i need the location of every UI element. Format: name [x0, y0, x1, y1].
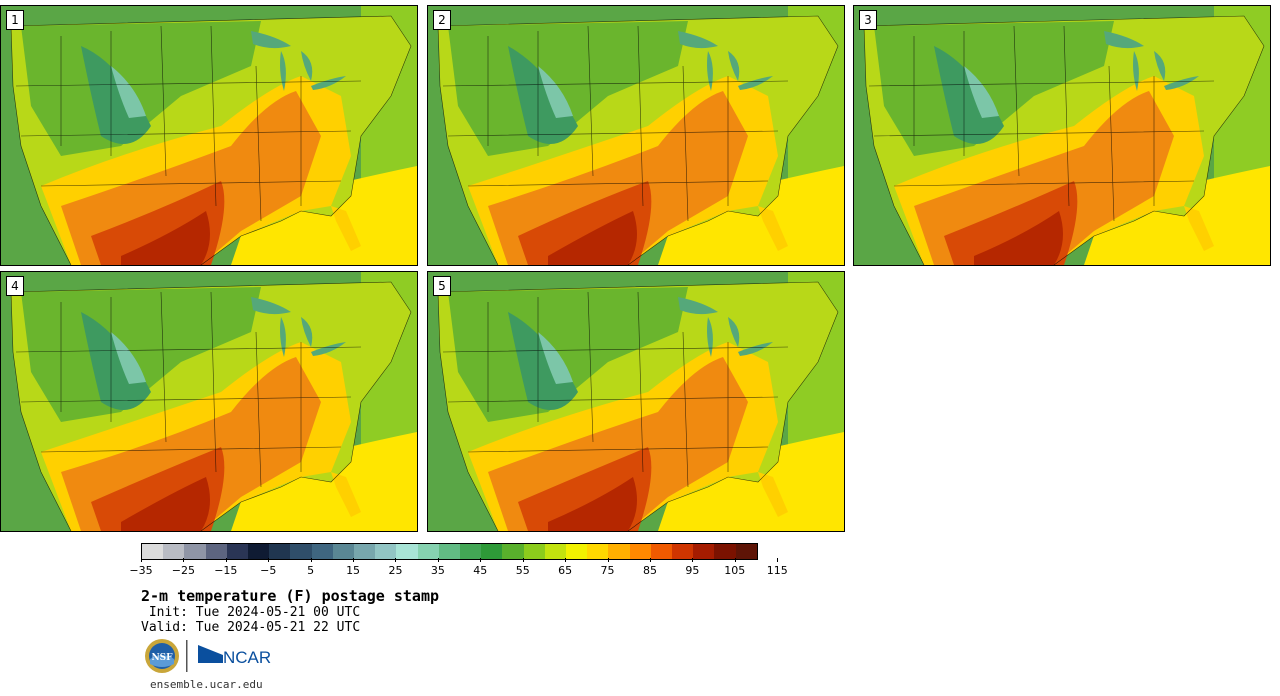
footer-url: ensemble.ucar.edu	[150, 678, 263, 691]
temperature-map	[428, 6, 844, 265]
colorbar-tick-label: 115	[757, 558, 797, 577]
colorbar-segment	[269, 544, 291, 559]
colorbar-tick-label: 25	[375, 558, 415, 577]
colorbar-ticks: −35 −25 −15 −5 5 15 25 35 45 55 65 75 85 95 105 115	[129, 558, 788, 579]
colorbar-segment	[438, 544, 461, 559]
temperature-map	[1, 6, 417, 265]
colorbar-segment	[248, 544, 270, 559]
colorbar-segment	[375, 544, 397, 559]
colorbar-segment	[502, 544, 524, 559]
temperature-map	[1, 272, 417, 531]
colorbar-segment	[396, 544, 418, 559]
colorbar-tick-label: −5	[248, 558, 288, 577]
nsf-logo-icon: NSF	[145, 639, 179, 673]
colorbar-tick-label: 65	[545, 558, 585, 577]
colorbar-tick-label: −15	[206, 558, 246, 577]
nsf-text: NSF	[151, 653, 173, 663]
colorbar-segment	[714, 544, 736, 559]
member-panel-5: 5	[427, 271, 845, 532]
logos: NSF NCAR	[145, 637, 275, 675]
colorbar-segment	[693, 544, 715, 559]
colorbar-tick-label: 95	[672, 558, 712, 577]
temperature-map	[428, 272, 844, 531]
member-label: 3	[859, 10, 877, 30]
colorbar-tick-label: 5	[291, 558, 331, 577]
colorbar-segment	[142, 544, 164, 559]
colorbar-segment	[672, 544, 694, 559]
colorbar-tick-label: −25	[163, 558, 203, 577]
chart-title: 2-m temperature (F) postage stamp	[141, 587, 440, 605]
temperature-map	[854, 6, 1270, 265]
colorbar-segment	[205, 544, 227, 559]
colorbar-segment	[629, 544, 651, 559]
colorbar-segment	[523, 544, 545, 559]
colorbar-segment	[608, 544, 630, 559]
colorbar-segment	[650, 544, 673, 559]
ncar-logo-icon: NCAR	[198, 645, 271, 667]
colorbar-segment	[735, 544, 757, 559]
member-label: 4	[6, 276, 24, 296]
colorbar-segment	[226, 544, 249, 559]
colorbar-segment	[184, 544, 206, 559]
colorbar-segment	[163, 544, 185, 559]
colorbar-segment	[311, 544, 333, 559]
colorbar-tick-label: −35	[121, 558, 161, 577]
member-panel-2: 2	[427, 5, 845, 266]
colorbar-tick-label: 75	[588, 558, 628, 577]
init-time: Init: Tue 2024-05-21 00 UTC	[141, 605, 361, 620]
colorbar-tick-label: 85	[630, 558, 670, 577]
colorbar-segment	[544, 544, 567, 559]
member-label: 5	[433, 276, 451, 296]
member-panel-3: 3	[853, 5, 1271, 266]
colorbar-segment	[587, 544, 609, 559]
valid-time: Valid: Tue 2024-05-21 22 UTC	[141, 620, 361, 635]
member-panel-1: 1	[0, 5, 418, 266]
colorbar-segment	[290, 544, 312, 559]
colorbar-segment	[481, 544, 503, 559]
colorbar-tick-label: 105	[715, 558, 755, 577]
colorbar-tick-label: 45	[460, 558, 500, 577]
colorbar-segment	[460, 544, 482, 559]
colorbar-segment	[332, 544, 355, 559]
member-label: 1	[6, 10, 24, 30]
colorbar-segment	[417, 544, 439, 559]
colorbar	[141, 543, 758, 560]
member-label: 2	[433, 10, 451, 30]
colorbar-tick-label: 35	[418, 558, 458, 577]
colorbar-tick-label: 15	[333, 558, 373, 577]
colorbar-segment	[354, 544, 376, 559]
ncar-text: NCAR	[223, 648, 271, 667]
colorbar-segment	[566, 544, 588, 559]
member-panel-4: 4	[0, 271, 418, 532]
colorbar-tick-label: 55	[503, 558, 543, 577]
